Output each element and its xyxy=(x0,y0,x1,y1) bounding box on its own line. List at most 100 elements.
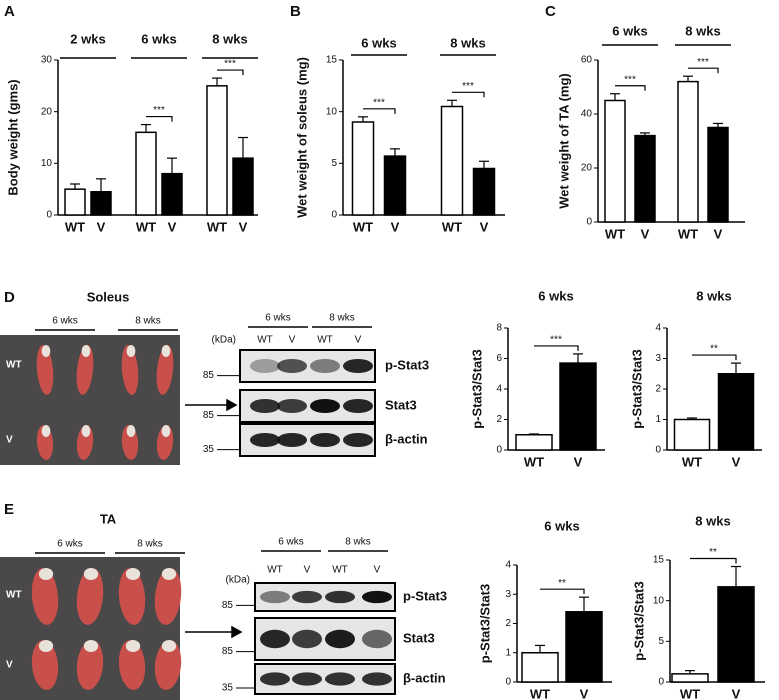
x-tick-label: WT xyxy=(442,219,462,234)
y-tick-label: 40 xyxy=(581,109,593,120)
tissue xyxy=(76,345,94,395)
y-tick-label: 15 xyxy=(653,555,665,566)
kda-marker: 85 xyxy=(203,410,215,421)
tendon xyxy=(81,345,91,357)
y-tick-label: 2 xyxy=(496,414,502,425)
y-tick-label: 30 xyxy=(41,55,53,66)
bar xyxy=(677,80,699,223)
panel-letter: B xyxy=(290,3,301,20)
blot-band xyxy=(277,398,307,414)
bar xyxy=(673,418,711,451)
arrow xyxy=(185,398,243,639)
significance-label: *** xyxy=(224,59,236,70)
blot-band xyxy=(292,629,322,649)
x-tick-label: WT xyxy=(65,219,85,234)
y-tick-label: 0 xyxy=(331,210,337,221)
x-tick-label: V xyxy=(732,454,741,469)
photo-title: TA xyxy=(100,511,117,526)
group-label: 6 wks xyxy=(612,23,647,38)
bar xyxy=(135,131,157,216)
kda-marker: 35 xyxy=(203,444,215,455)
y-tick-label: 2 xyxy=(505,618,511,629)
blot-band xyxy=(292,672,322,686)
blot-band xyxy=(260,590,290,604)
x-tick-label: WT xyxy=(353,219,373,234)
significance-bracket xyxy=(217,69,244,76)
blot-band xyxy=(250,358,280,374)
significance-label: *** xyxy=(624,74,636,85)
x-tick-label: V xyxy=(480,219,489,234)
blot-band xyxy=(292,590,322,604)
group-label: 6 wks xyxy=(57,539,83,550)
bar xyxy=(565,611,603,683)
bar xyxy=(604,99,626,223)
blot-band xyxy=(325,672,355,686)
bar xyxy=(559,362,597,451)
blot-band xyxy=(325,590,355,604)
x-tick-label: WT xyxy=(207,219,227,234)
x-tick-label: WT xyxy=(530,686,550,700)
x-tick-label: V xyxy=(574,454,583,469)
tissue xyxy=(76,568,104,625)
tendon xyxy=(125,568,141,580)
kda-marker: 85 xyxy=(203,370,215,381)
group-label: 6 wks xyxy=(278,537,304,548)
tendon xyxy=(41,345,51,357)
bar xyxy=(515,434,553,451)
kda-unit: (kDa) xyxy=(226,575,250,586)
x-tick-label: V xyxy=(239,219,248,234)
lane-label: WT xyxy=(332,565,348,576)
lane-label: V xyxy=(289,335,296,346)
group-label: 8 wks xyxy=(450,35,485,50)
tendon xyxy=(38,640,54,652)
tendon xyxy=(41,425,51,437)
x-tick-label: V xyxy=(168,219,177,234)
y-tick-label: 15 xyxy=(326,55,338,66)
bar xyxy=(440,105,464,216)
tissue xyxy=(154,568,182,625)
row-label: WT xyxy=(6,590,22,601)
blot-band xyxy=(260,629,290,649)
lane-label: V xyxy=(355,335,362,346)
significance-bracket xyxy=(540,588,585,595)
significance-bracket xyxy=(692,354,737,361)
y-tick-label: 10 xyxy=(41,158,53,169)
tissue xyxy=(118,568,146,625)
tendon xyxy=(83,568,99,580)
tendon xyxy=(38,568,54,580)
lane-label: V xyxy=(374,565,381,576)
group-label: 8 wks xyxy=(685,23,720,38)
tissue xyxy=(76,640,104,690)
group-label: 6 wks xyxy=(141,31,176,46)
y-axis-label: Body weight (gms) xyxy=(5,79,20,195)
tissue xyxy=(156,345,174,395)
lane-label: WT xyxy=(257,335,273,346)
significance-bracket xyxy=(615,85,646,91)
x-tick-label: V xyxy=(714,226,723,241)
significance-bracket xyxy=(534,345,579,351)
significance-label: ** xyxy=(710,344,718,355)
significance-label: *** xyxy=(373,97,385,108)
y-axis-label: p-Stat3/Stat3 xyxy=(631,581,646,660)
y-tick-label: 8 xyxy=(496,323,502,334)
blot-band xyxy=(343,398,373,414)
group-label: 8 wks xyxy=(135,316,161,327)
y-axis-label: p-Stat3/Stat3 xyxy=(477,584,492,663)
lane-label: WT xyxy=(317,335,333,346)
x-tick-label: WT xyxy=(682,454,702,469)
y-tick-label: 0 xyxy=(505,677,511,688)
y-tick-label: 10 xyxy=(653,595,665,606)
y-tick-label: 4 xyxy=(655,323,661,334)
x-tick-label: V xyxy=(641,226,650,241)
y-tick-label: 1 xyxy=(505,647,511,658)
band-name: β-actin xyxy=(385,431,428,446)
y-tick-label: 10 xyxy=(326,106,338,117)
y-tick-label: 6 xyxy=(496,353,502,364)
bar xyxy=(206,85,228,216)
significance-label: *** xyxy=(462,81,474,92)
group-label: 8 wks xyxy=(137,539,163,550)
tendon xyxy=(161,345,171,357)
tissue xyxy=(121,345,139,395)
band-name: Stat3 xyxy=(403,630,435,645)
chart-title: 6 wks xyxy=(538,288,573,303)
